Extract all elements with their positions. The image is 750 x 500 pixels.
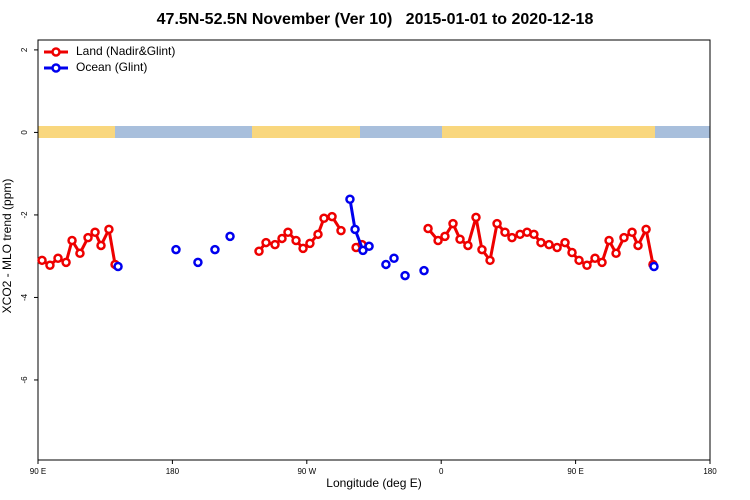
data-point [336,225,346,236]
data-point [567,247,577,258]
legend-marker [51,47,61,57]
data-point [544,239,554,250]
data-point [210,244,220,255]
data-point [448,218,458,229]
data-point [61,257,71,268]
y-tick-label: -6 [20,376,29,384]
data-point [45,260,55,271]
data-point [611,248,621,259]
y-tick-label: -2 [20,211,29,219]
data-point [463,240,473,251]
data-point [358,245,368,256]
data-point [440,231,450,242]
data-point [305,238,315,249]
x-tick-label: 90 E [30,467,46,476]
y-tick-label: 2 [20,47,29,52]
data-point [485,255,495,266]
plot-frame [37,39,711,461]
legend-label: Ocean (Glint) [76,60,147,74]
data-point [455,234,465,245]
data-point [529,229,539,240]
data-point [313,229,323,240]
data-point [319,213,329,223]
data-point [492,218,502,229]
x-tick-label: 180 [703,467,717,476]
y-axis-label: XCO2 - MLO trend (ppm) [0,179,14,314]
data-point [433,235,443,246]
data-point [193,257,203,268]
data-point [350,224,360,235]
data-point [500,227,510,238]
data-point [345,194,355,205]
data-point [649,261,659,272]
data-point [590,253,600,264]
data-point [83,232,93,243]
legend-label: Land (Nadir&Glint) [76,44,175,58]
data-point [477,244,487,255]
data-point [619,232,629,243]
data-point [171,244,181,255]
data-point [641,224,651,235]
data-point [90,227,100,238]
data-point [283,227,293,238]
data-point [254,246,264,256]
x-tick-label: 90 E [567,467,583,476]
x-tick-label: 90 W [297,467,316,476]
data-point [574,255,584,266]
x-axis-label: Longitude (deg E) [326,476,421,490]
data-point [400,270,410,281]
data-point [552,242,562,253]
land-ocean-strip [38,126,710,138]
data-point [104,224,114,235]
y-tick-label: 0 [20,130,29,135]
data-point [75,248,85,259]
data-point [597,257,607,268]
data-point [604,235,614,246]
data-point [389,253,399,264]
data-point [560,237,570,248]
x-tick-label: 180 [166,467,180,476]
data-point [627,227,637,238]
legend-marker [51,63,61,73]
y-tick-label: -4 [20,293,29,301]
chart-title: 47.5N-52.5N November (Ver 10) 2015-01-01… [157,11,594,28]
data-point [53,253,63,264]
data-point [507,232,517,243]
data-point [327,211,337,222]
data-point [291,235,301,246]
data-point [471,212,481,223]
data-point [582,260,592,271]
data-point [261,237,271,248]
data-point [96,240,106,251]
data-point [536,237,546,248]
data-point [419,265,429,276]
data-point [225,231,235,242]
data-point [633,240,643,251]
data-point [277,233,287,244]
x-tick-label: 0 [439,467,444,476]
data-point [270,239,280,250]
data-point [113,261,123,272]
data-point [381,259,391,270]
data-point [423,223,433,234]
data-point [364,241,374,252]
data-point [298,243,308,254]
data-point [67,235,77,246]
data-point [37,255,47,266]
